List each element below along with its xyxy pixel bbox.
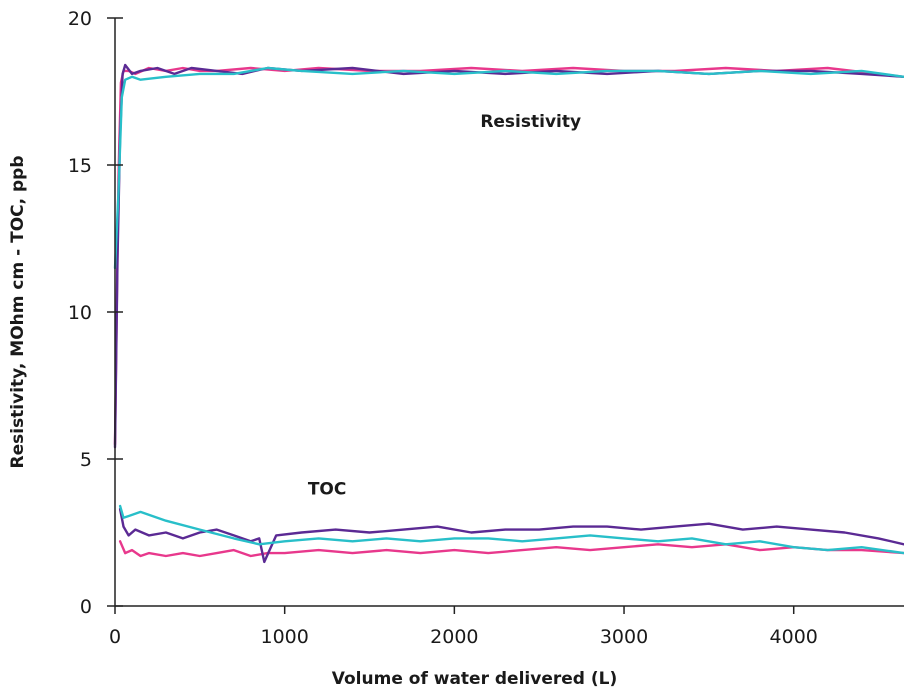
- y-tick-label: 5: [80, 449, 92, 471]
- y-tick-label: 0: [80, 596, 92, 618]
- x-tick-label: 2000: [430, 626, 478, 648]
- x-axis-ticks: 0 1000 2000 3000 4000: [109, 606, 818, 648]
- x-tick-label: 0: [109, 626, 121, 648]
- y-axis-title: Resistivity, MOhm cm - TOC, ppb: [8, 155, 28, 468]
- x-tick-label: 3000: [600, 626, 648, 648]
- axes: 0 1000 2000 3000 4000 0 5 10 15 20: [68, 8, 904, 648]
- resistivity-annotation: Resistivity: [480, 112, 581, 132]
- y-tick-label: 10: [68, 302, 92, 324]
- y-tick-label: 20: [68, 8, 92, 30]
- y-tick-label: 15: [68, 155, 92, 177]
- series-line-toc-5: [118, 504, 904, 555]
- x-tick-label: 1000: [260, 626, 308, 648]
- series-line-resistivity-2: [113, 66, 904, 270]
- plot-area: [113, 63, 904, 564]
- y-axis-ticks: 0 5 10 15 20: [68, 8, 123, 618]
- x-tick-label: 4000: [770, 626, 818, 648]
- series-line-toc-3: [118, 540, 904, 558]
- series-line-toc-4: [118, 507, 904, 564]
- x-axis-title: Volume of water delivered (L): [332, 669, 617, 689]
- toc-annotation: TOC: [308, 479, 347, 499]
